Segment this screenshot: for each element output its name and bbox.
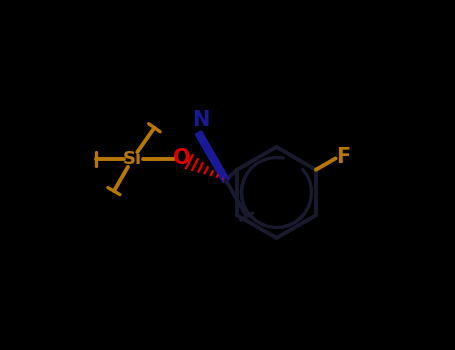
Text: O: O — [173, 148, 191, 168]
Text: Si: Si — [123, 149, 142, 168]
Text: F: F — [336, 147, 350, 167]
Text: N: N — [192, 110, 209, 130]
